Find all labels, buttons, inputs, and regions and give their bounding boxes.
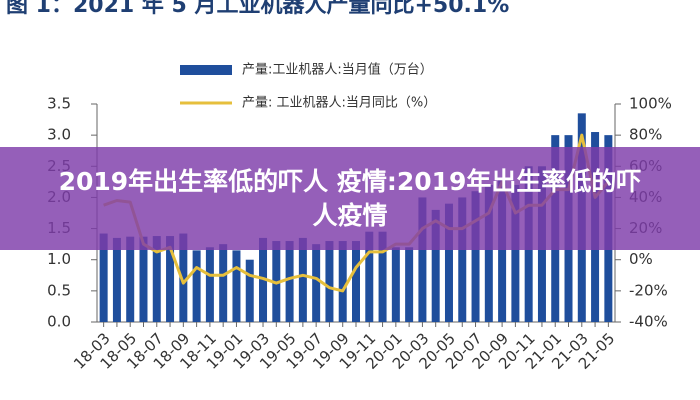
bar (405, 247, 414, 322)
y2-tick-label: -40% (629, 313, 668, 331)
bar (298, 237, 307, 322)
bar (325, 241, 334, 322)
bar (418, 197, 427, 322)
legend-label: 产量:工业机器人:当月值（万台） (242, 62, 433, 78)
y-tick-label: 3.0 (47, 126, 71, 144)
bar (471, 191, 480, 322)
legend-label: 产量: 工业机器人:当月同比（%） (242, 96, 436, 111)
bar (232, 250, 241, 322)
bar (219, 244, 228, 322)
y-tick-label: 0.5 (47, 281, 71, 299)
bar (312, 244, 321, 322)
bar (511, 184, 520, 322)
bar (99, 233, 108, 322)
bar (498, 178, 507, 322)
bar (285, 241, 294, 322)
y-tick-label: 3.5 (47, 95, 71, 113)
chart-title: 图 1：2021 年 5 月工业机器人产量同比+50.1% (6, 0, 509, 18)
y-tick-label: 1.0 (47, 250, 71, 268)
bar (458, 197, 467, 322)
bar (444, 203, 453, 322)
bar (179, 233, 188, 322)
bar (192, 250, 201, 322)
bar (205, 247, 214, 322)
bar (378, 231, 387, 322)
bar (484, 184, 493, 322)
bar (365, 231, 374, 322)
bar (391, 247, 400, 322)
bar (139, 236, 148, 322)
bar (152, 236, 161, 322)
bar (338, 241, 347, 322)
bar (112, 237, 121, 322)
y2-tick-label: -20% (629, 281, 668, 299)
bar (352, 241, 360, 322)
y-tick-label: 0.0 (47, 313, 71, 331)
bar (126, 236, 135, 322)
y2-tick-label: 80% (629, 126, 662, 144)
bar (431, 209, 440, 322)
legend-swatch (180, 65, 232, 75)
banner-text: 2019年出生率低的吓人 疫情:2019年出生率低的吓人疫情 (58, 166, 642, 230)
banner: 2019年出生率低的吓人 疫情:2019年出生率低的吓人疫情 (0, 147, 700, 250)
bar (245, 259, 254, 322)
bar (166, 236, 175, 322)
y2-tick-label: 100% (629, 95, 672, 113)
y2-tick-label: 0% (629, 250, 653, 268)
